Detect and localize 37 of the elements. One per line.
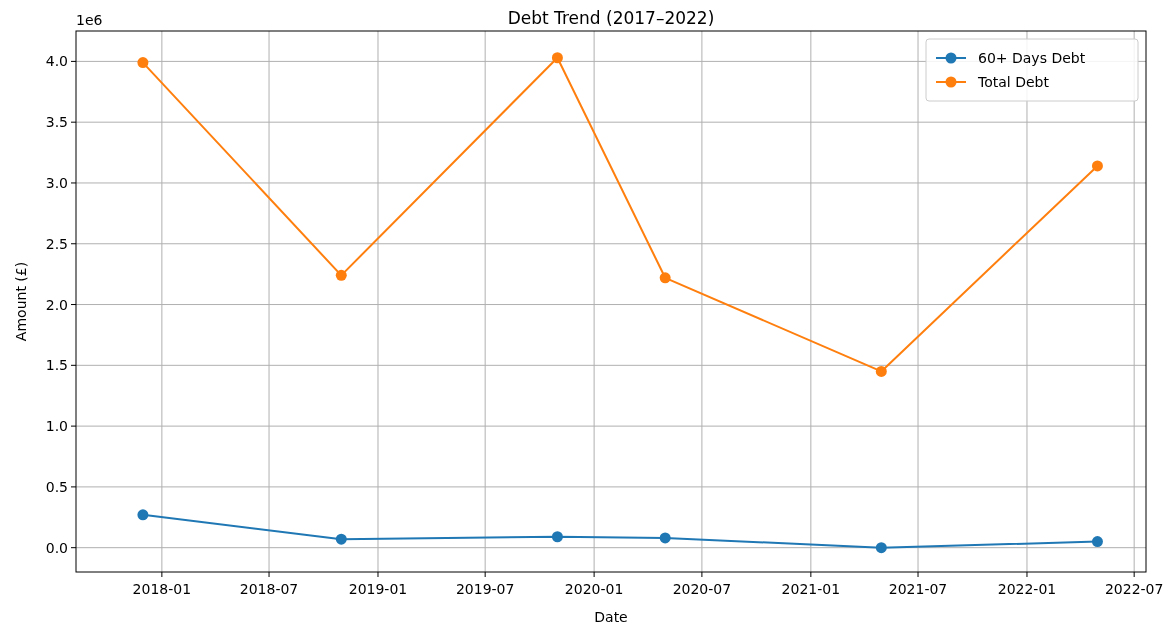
text: 1e6 xyxy=(76,12,103,28)
y-tick-label: 0.5 xyxy=(45,478,68,495)
legend-label: Total Debt xyxy=(977,74,1050,90)
point xyxy=(551,531,563,543)
chart-title: Debt Trend (2017–2022) xyxy=(507,8,715,28)
point xyxy=(1091,536,1103,548)
x-tick-label: 2020-07 xyxy=(672,581,732,597)
y-tick-label: 4.0 xyxy=(45,53,68,70)
y-tick-label: 3.0 xyxy=(45,174,68,191)
x-tick-label: 2020-01 xyxy=(564,581,624,597)
point xyxy=(137,509,149,521)
y-tick-label: 2.5 xyxy=(45,235,68,252)
y-tick-label: 1.0 xyxy=(45,418,68,435)
y-tick-label: 2.0 xyxy=(45,296,68,313)
x-tick-label: 2018-01 xyxy=(132,581,192,597)
x-tick-label: 2021-01 xyxy=(781,581,841,597)
point xyxy=(551,52,563,64)
x-tick-label: 2019-01 xyxy=(348,581,408,597)
point xyxy=(875,542,887,554)
x-tick-label: 2022-07 xyxy=(1104,581,1164,597)
point xyxy=(335,269,347,281)
x-axis-title: Date xyxy=(594,609,628,625)
x-tick-label: 2018-07 xyxy=(239,581,299,597)
point xyxy=(875,365,887,377)
y-tick-label: 3.5 xyxy=(45,114,68,131)
point xyxy=(335,533,347,545)
y-tick-label: 0.0 xyxy=(45,539,68,556)
point xyxy=(659,272,671,284)
x-tick-label: 2021-07 xyxy=(888,581,948,597)
legend-label: 60+ Days Debt xyxy=(978,50,1086,66)
x-tick-label: 2022-01 xyxy=(997,581,1057,597)
point xyxy=(659,532,671,544)
x-tick-label: 2019-07 xyxy=(455,581,515,597)
point xyxy=(137,57,149,69)
y-axis-title: Amount (£) xyxy=(13,261,29,342)
y-tick-label: 1.5 xyxy=(45,357,68,374)
point xyxy=(1091,160,1103,172)
